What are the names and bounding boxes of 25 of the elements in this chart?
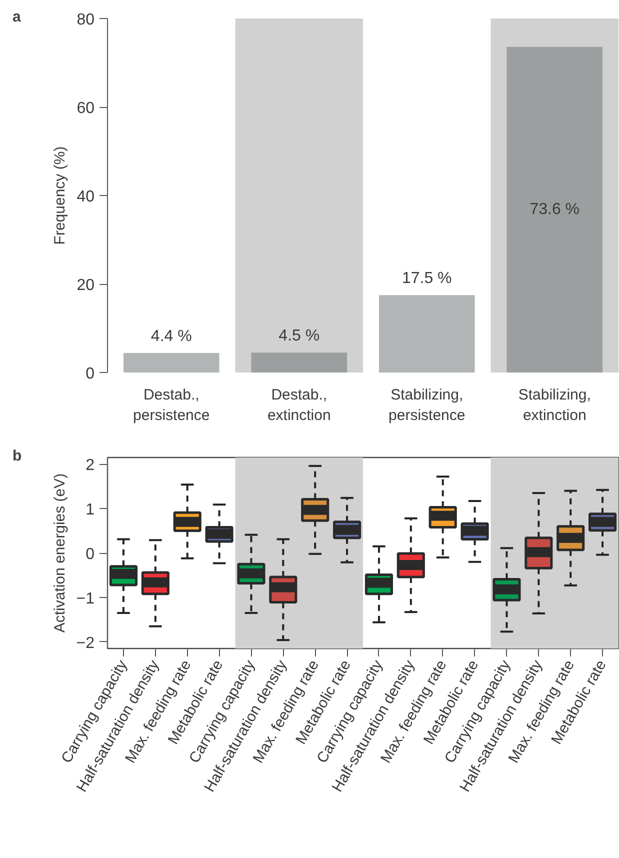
y-tick-label: 0 [86, 546, 95, 563]
y-tick-label: 20 [76, 277, 95, 294]
bar [378, 295, 475, 372]
x-tick-label: Destab., persistence [133, 386, 210, 424]
y-tick-label: −1 [76, 590, 95, 608]
y-tick-label: 0 [86, 366, 95, 382]
data-label: 17.5 % [402, 270, 452, 288]
y-tick-label: 1 [86, 502, 95, 519]
bar [123, 353, 220, 372]
y-tick-label: 40 [76, 188, 95, 206]
bar [251, 352, 348, 372]
y-tick-label: 80 [76, 12, 95, 28]
y-tick-label: 2 [86, 457, 95, 474]
data-label: 4.4 % [150, 328, 192, 346]
y-tick-label: −2 [76, 634, 95, 652]
y-axis-title: Frequency (%) [52, 146, 69, 245]
chart-title: a [12, 8, 22, 26]
y-tick-label: 60 [76, 100, 95, 117]
data-label: 4.5 % [278, 328, 320, 345]
chart-title: b [12, 448, 22, 464]
x-tick-label: Stabilizing, extinction [518, 386, 591, 424]
y-axis-title: Activation energies (eV) [51, 473, 68, 633]
data-label: 73.6 % [530, 201, 580, 218]
x-tick-label: Destab., extinction [267, 386, 331, 424]
x-tick-label: Stabilizing, persistence [388, 386, 466, 424]
